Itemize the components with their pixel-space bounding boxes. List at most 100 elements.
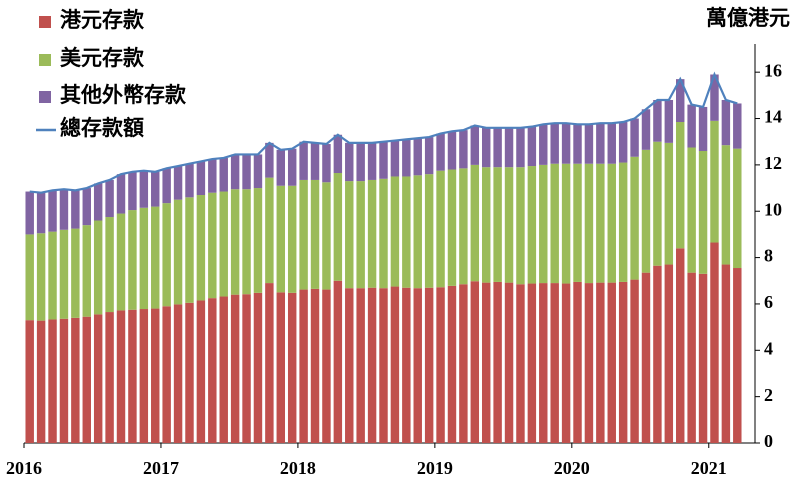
- bar-segment: [402, 287, 411, 443]
- bar-segment: [527, 126, 537, 167]
- bar-segment: [596, 282, 605, 443]
- bar-segment: [299, 141, 308, 180]
- bar-segment: [276, 185, 286, 293]
- bar-segment: [687, 104, 696, 148]
- bar-segment: [139, 207, 149, 310]
- bar-segment: [493, 281, 502, 443]
- y-tick-label: 0: [764, 431, 773, 451]
- bar-segment: [607, 123, 616, 164]
- legend-swatch: [39, 91, 51, 103]
- y-tick-label: 16: [764, 60, 782, 80]
- bar-segment: [196, 300, 206, 443]
- bar-segment: [310, 179, 320, 289]
- bar-segment: [721, 145, 731, 265]
- bar-segment: [105, 312, 114, 443]
- bar-segment: [504, 127, 514, 168]
- bar-segment: [36, 192, 46, 234]
- bar-segment: [379, 141, 388, 179]
- bar-segment: [641, 272, 651, 443]
- bar-segment: [630, 118, 639, 157]
- bar-segment: [59, 189, 69, 230]
- bar-segment: [367, 287, 377, 443]
- bar-segment: [573, 124, 582, 164]
- bar-segment: [356, 288, 365, 443]
- bar-segment: [162, 168, 171, 204]
- bar-segment: [618, 122, 628, 163]
- bar-segment: [733, 103, 742, 149]
- bar-segment: [82, 188, 91, 226]
- bar-segment: [676, 122, 685, 249]
- bar-segment: [287, 292, 297, 443]
- bar-segment: [504, 282, 514, 443]
- bar-segment: [676, 248, 685, 443]
- bar-segment: [561, 123, 571, 164]
- bar-segment: [345, 142, 354, 182]
- bar-segment: [664, 142, 674, 265]
- bar-segment: [539, 164, 548, 284]
- bar-segment: [93, 220, 103, 315]
- unit-label: 萬億港元: [706, 6, 790, 30]
- bar-segment: [413, 288, 422, 443]
- bar-segment: [618, 281, 628, 443]
- bar-segment: [481, 282, 491, 443]
- bar-segment: [48, 319, 57, 443]
- bar-segment: [310, 288, 320, 443]
- bar-segment: [219, 157, 228, 192]
- bar-segment: [596, 163, 605, 283]
- bar-segment: [676, 79, 685, 123]
- bar-segment: [413, 175, 422, 289]
- legend-label: 其他外幣存款: [60, 83, 187, 107]
- bar-segment: [322, 144, 331, 183]
- bar-segment: [116, 310, 126, 443]
- bar-segment: [230, 189, 240, 295]
- bar-segment: [459, 284, 468, 443]
- bar-segment: [116, 213, 126, 311]
- bar-segment: [493, 127, 502, 168]
- bar-segment: [607, 163, 616, 283]
- bar-segment: [653, 99, 662, 142]
- bar-segment: [561, 163, 571, 284]
- bar-segment: [481, 167, 491, 283]
- bar-segment: [698, 150, 708, 274]
- bar-segment: [71, 228, 80, 318]
- bar-segment: [265, 142, 274, 178]
- bar-segment: [436, 133, 445, 171]
- bar-segment: [653, 265, 662, 443]
- bar-segment: [721, 99, 731, 146]
- bar-segment: [630, 156, 639, 280]
- bar-segment: [48, 231, 57, 320]
- bar-segment: [128, 210, 137, 310]
- bar-segment: [151, 308, 160, 443]
- bar-segment: [687, 147, 696, 273]
- bar-segment: [128, 171, 137, 211]
- bar-segment: [36, 233, 46, 321]
- bar-segment: [367, 179, 377, 288]
- bar-segment: [493, 167, 502, 282]
- bar-segment: [356, 142, 365, 182]
- bar-segment: [139, 309, 149, 443]
- bar-segment: [618, 162, 628, 282]
- bar-segment: [447, 169, 457, 286]
- bar-segment: [390, 140, 400, 177]
- x-tick-label: 2020: [554, 458, 590, 478]
- bar-segment: [333, 172, 343, 281]
- bar-segment: [687, 272, 696, 443]
- bar-segment: [527, 283, 537, 443]
- y-tick-label: 14: [764, 107, 782, 127]
- bar-segment: [242, 189, 251, 295]
- bar-segment: [59, 318, 69, 443]
- bar-segment: [447, 285, 457, 443]
- legend-label: 港元存款: [60, 8, 145, 32]
- bar-segment: [139, 170, 149, 208]
- bar-segment: [733, 268, 742, 443]
- bar-segment: [299, 179, 308, 290]
- bar-segment: [516, 127, 525, 168]
- bar-segment: [664, 99, 674, 143]
- bar-segment: [424, 287, 434, 443]
- bar-segment: [698, 106, 708, 151]
- bar-segment: [345, 181, 354, 289]
- bar-segment: [173, 199, 183, 305]
- bar-segment: [48, 190, 57, 232]
- bar-segment: [71, 190, 80, 229]
- bar-segment: [516, 284, 525, 443]
